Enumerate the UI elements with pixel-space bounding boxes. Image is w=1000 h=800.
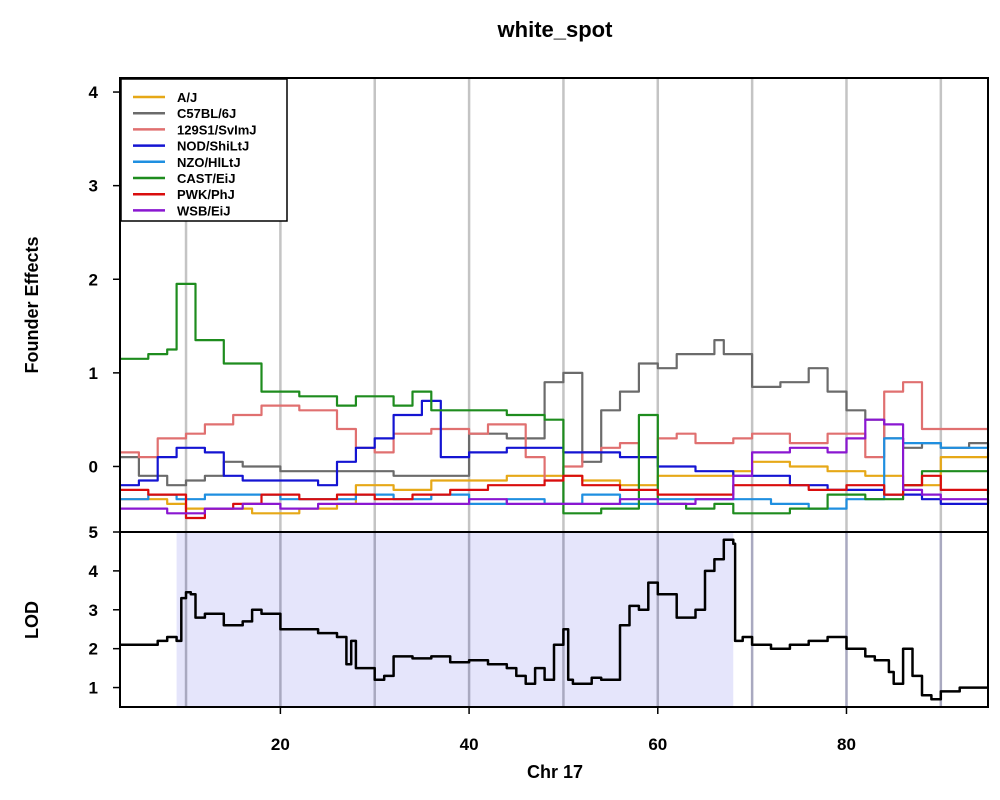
- lod-line: [120, 538, 988, 701]
- bottom-panel-gridlines: [184, 532, 943, 707]
- x-tick-label: 80: [837, 735, 856, 754]
- y-tick-label: 2: [89, 640, 98, 659]
- legend-label: NZO/HlLtJ: [177, 155, 241, 170]
- legend-box: [120, 78, 288, 222]
- series-line-cast-eij: [120, 282, 988, 515]
- series-line-wsb-eij: [120, 418, 988, 515]
- bottom-panel-y-ticks: 1 2 3 4 5: [89, 523, 120, 698]
- legend-label: 129S1/SvImJ: [177, 122, 257, 137]
- y-tick-label: 2: [89, 270, 98, 289]
- x-tick-label: 20: [271, 735, 290, 754]
- x-axis-label: Chr 17: [527, 762, 583, 782]
- founder-effects-panel: 0 1 2 3 4 Founder Effects A/JC57BL/6J129S1/S…: [22, 77, 990, 533]
- legend-label: CAST/EiJ: [177, 171, 236, 186]
- legend-label: WSB/EiJ: [177, 203, 230, 218]
- bottom-panel-y-axis-label: LOD: [22, 601, 42, 639]
- series-line-c57bl-6j: [120, 339, 988, 487]
- y-tick-label: 1: [89, 679, 98, 698]
- y-tick-label: 4: [89, 562, 99, 581]
- x-tick-label: 40: [460, 735, 479, 754]
- y-tick-label: 3: [89, 177, 98, 196]
- top-panel-y-axis-label: Founder Effects: [22, 236, 42, 373]
- legend-label: C57BL/6J: [177, 106, 236, 121]
- y-tick-label: 4: [89, 83, 99, 102]
- legend-label: A/J: [177, 90, 197, 105]
- y-tick-label: 3: [89, 601, 98, 620]
- series-line-pwk-phj: [120, 474, 990, 520]
- x-axis-ticks: 20 40 60 80: [271, 707, 856, 754]
- x-tick-label: 60: [648, 735, 667, 754]
- lod-interval-highlight: [176, 532, 734, 707]
- y-tick-label: 1: [89, 364, 98, 383]
- founder-effect-series: [120, 282, 990, 520]
- legend-label: NOD/ShiLtJ: [177, 139, 249, 154]
- legend-label: PWK/PhJ: [177, 187, 235, 202]
- lod-panel: 1 2 3 4 5 LOD: [22, 523, 989, 708]
- y-tick-label: 5: [89, 523, 98, 542]
- top-panel-y-ticks: 0 1 2 3 4: [89, 83, 120, 476]
- chart-title: white_spot: [497, 17, 614, 42]
- y-tick-label: 0: [89, 457, 98, 476]
- lod-series: [120, 538, 988, 701]
- bottom-panel-frame: [119, 531, 989, 708]
